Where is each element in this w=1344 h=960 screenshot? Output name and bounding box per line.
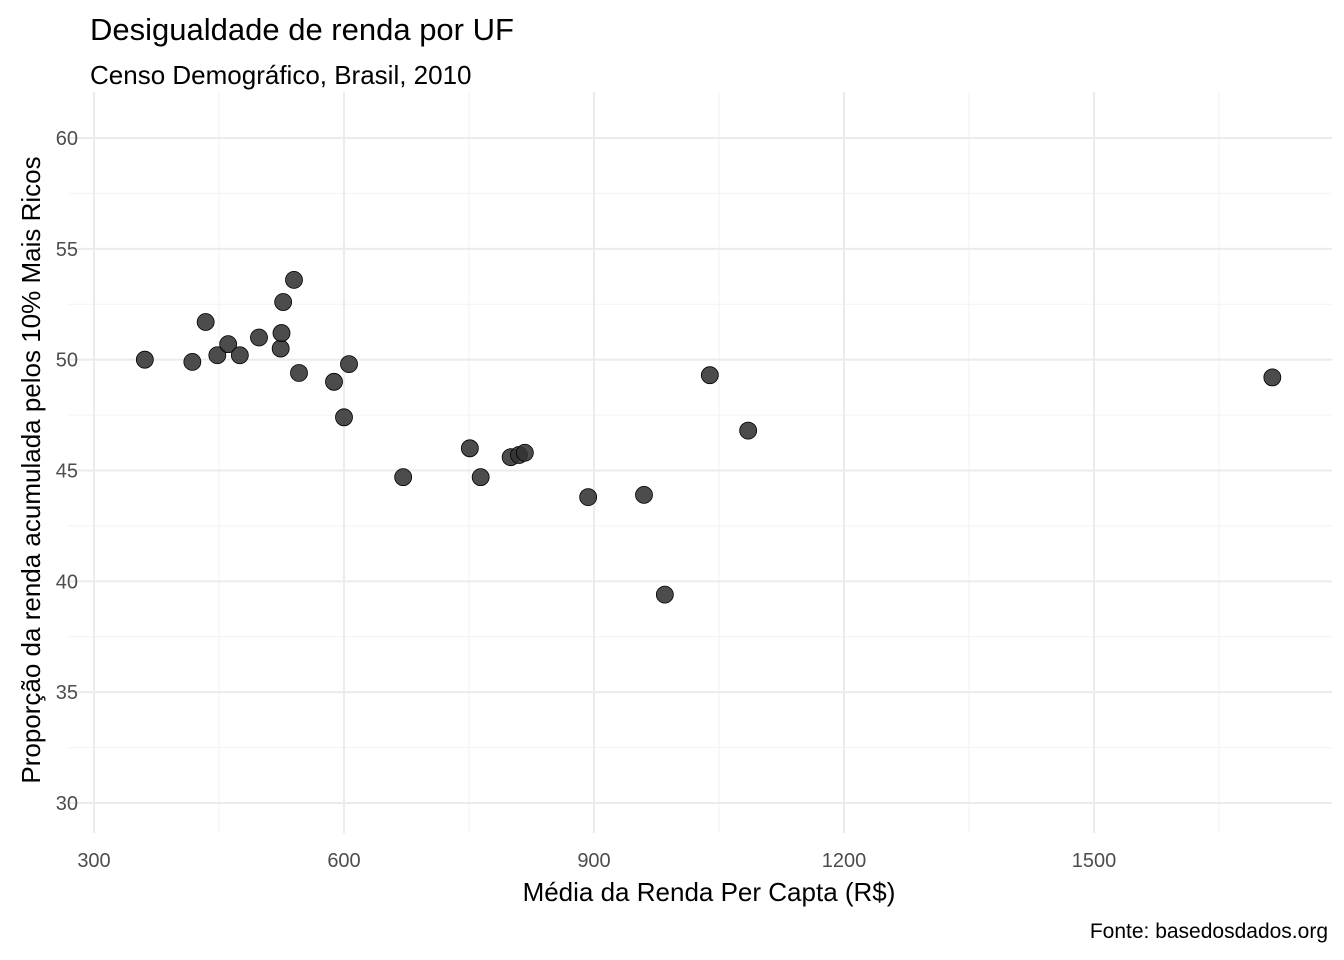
scatter-point	[635, 485, 653, 504]
scatter-point	[460, 439, 479, 458]
x-tick-label: 300	[77, 850, 110, 872]
scatter-point	[335, 408, 353, 427]
y-tick-label: 60	[56, 128, 78, 150]
scatter-point	[1263, 368, 1282, 387]
scatter-point	[290, 364, 308, 382]
scatter-point	[271, 339, 290, 358]
scatter-point	[219, 335, 238, 354]
y-tick-label: 40	[56, 571, 78, 593]
chart-title: Desigualdade de renda por UF	[90, 12, 514, 47]
scatter-point	[196, 313, 215, 331]
grid-major	[68, 92, 1332, 833]
scatter-point	[579, 488, 598, 507]
scatter-point	[135, 350, 154, 369]
x-axis-title: Média da Renda Per Capta (R$)	[523, 877, 896, 907]
grid-minor	[68, 92, 1332, 833]
y-axis-title: Proporção da renda acumulada pelos 10% M…	[16, 156, 46, 783]
scatter-point	[183, 352, 202, 371]
scatter-point	[394, 468, 413, 487]
x-tick-label: 1200	[822, 850, 867, 872]
scatter-point	[471, 468, 490, 487]
y-tick-label: 45	[56, 461, 78, 483]
scatter-point	[250, 328, 268, 347]
x-tick-label: 900	[577, 850, 610, 872]
scatter-point	[274, 293, 293, 311]
y-tick-label: 55	[56, 239, 78, 261]
scatter-point	[208, 346, 227, 365]
y-tick-label: 50	[56, 350, 78, 372]
scatter-point	[272, 324, 291, 342]
x-axis-ticks: 300 600 900 1200 1500	[77, 850, 1116, 872]
scatter-point	[700, 366, 719, 385]
scatter-point	[515, 443, 534, 462]
scatter-point	[340, 355, 358, 374]
scatter-point	[285, 270, 303, 289]
data-points	[135, 270, 1282, 604]
scatter-point	[739, 421, 758, 440]
y-tick-label: 35	[56, 682, 78, 704]
y-tick-label: 30	[56, 793, 78, 815]
x-tick-label: 1500	[1072, 850, 1117, 872]
scatter-point	[325, 372, 343, 391]
scatter-point	[230, 346, 249, 365]
y-axis-ticks: 30 35 40 45 50 55 60	[56, 128, 78, 815]
chart-subtitle: Censo Demográfico, Brasil, 2010	[90, 60, 472, 90]
chart-caption: Fonte: basedosdados.org	[1089, 920, 1328, 943]
scatter-point	[655, 585, 674, 604]
x-tick-label: 600	[327, 850, 360, 872]
